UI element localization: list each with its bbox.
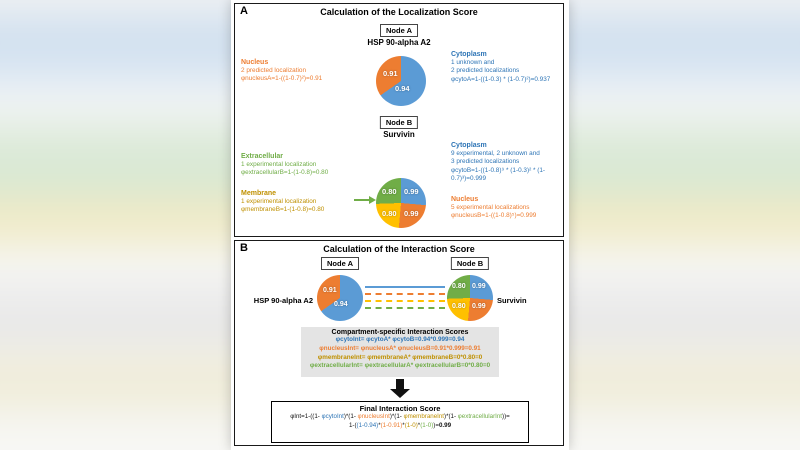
node-b-box: Node B bbox=[450, 257, 490, 270]
score-line-cyto: φcytoInt= φcytoA* φcytoB=0.94*0.999=0.94 bbox=[335, 336, 465, 343]
panel-b-title: Calculation of the Interaction Score bbox=[323, 244, 475, 254]
node-a-box: Node A bbox=[380, 24, 418, 37]
pie-value-nucleus-b: 0.99 bbox=[472, 303, 486, 310]
block-heading: Cytoplasm bbox=[451, 142, 487, 149]
arrow-to-node-b-pie-icon bbox=[354, 196, 376, 204]
formula-part: φnucleusInt bbox=[357, 413, 390, 420]
block-heading: Extracellular bbox=[241, 153, 284, 160]
formula-part: )= bbox=[433, 421, 439, 429]
pie-value-extracellular-b: 0.80 bbox=[382, 187, 397, 196]
node-a-pie-chart: 0.91 0.94 bbox=[376, 56, 426, 106]
formula-part: (1-0.94) bbox=[356, 421, 379, 429]
left-protein-label: HSP 90-alpha A2 bbox=[253, 296, 313, 305]
arrow-head bbox=[390, 389, 410, 398]
formula-part: * bbox=[417, 421, 421, 429]
pie-value-cyto-b: 0.99 bbox=[404, 187, 419, 196]
panel-a: A Calculation of the Localization Score … bbox=[234, 3, 564, 237]
block-formula: φextracellularB=1-(1-0.8)=0.80 bbox=[241, 169, 329, 177]
node-b-pie-chart: 0.80 0.99 0.80 0.99 bbox=[447, 275, 493, 321]
formula-part: )*(1- bbox=[343, 413, 358, 420]
block-line: 1 experimental localization bbox=[241, 198, 317, 206]
node-a-pie-chart: 0.91 0.94 bbox=[317, 275, 363, 321]
block-heading: Nucleus bbox=[451, 196, 479, 203]
formula-part: )*(1- bbox=[389, 413, 404, 420]
final-score-box: Final Interaction Score φInt=1-((1- φcyt… bbox=[271, 401, 529, 443]
formula-part: (1-0) bbox=[404, 421, 418, 429]
pie-value-membrane-b: 0.80 bbox=[452, 303, 466, 310]
block-heading: Nucleus bbox=[241, 59, 269, 66]
block-heading: Membrane bbox=[241, 190, 277, 197]
node-b-box: Node B bbox=[379, 116, 419, 129]
block-formula: φnucleusB=1-((1-0.8)⁵)=0.999 bbox=[451, 212, 537, 220]
interaction-line-membrane bbox=[365, 300, 445, 302]
pie-value-membrane-b: 0.80 bbox=[382, 209, 397, 218]
node-a-box: Node A bbox=[321, 257, 359, 270]
localization-block-membrane-b: Membrane 1 experimental localization φme… bbox=[241, 189, 373, 215]
block-line: 3 predicted localizations bbox=[451, 158, 520, 166]
right-protein-label: Survivin bbox=[497, 296, 527, 305]
node-a-protein: HSP 90-alpha A2 bbox=[367, 38, 431, 47]
formula-part: 1-( bbox=[348, 421, 357, 429]
block-line: 9 experimental, 2 unknown and bbox=[451, 150, 540, 158]
compartment-scores-box: Compartment-specific Interaction Scores … bbox=[301, 327, 499, 377]
block-line: 1 unknown and bbox=[451, 59, 495, 67]
block-formula: φnucleusA=1-((1-0.7)²)=0.91 bbox=[241, 75, 323, 83]
localization-block-nucleus-a: Nucleus 2 predicted localization φnucleu… bbox=[241, 58, 373, 84]
panel-a-title: Calculation of the Localization Score bbox=[320, 7, 478, 17]
score-line-extracellular: φextracellularInt= φextracellularA* φext… bbox=[309, 362, 491, 370]
formula-part: (1-0.91) bbox=[380, 421, 403, 429]
formula-part: * bbox=[378, 421, 381, 429]
pie-value-cyto-b: 0.99 bbox=[472, 283, 486, 290]
formula-part: )*(1- bbox=[444, 413, 458, 420]
formula-part: ))= bbox=[502, 413, 510, 420]
formula-part: φmembraneInt bbox=[403, 413, 445, 420]
node-b-protein: Survivin bbox=[383, 130, 415, 139]
interaction-line-cytoplasm bbox=[365, 286, 445, 288]
final-formula-line-1: φInt=1-((1- φcytoInt)*(1- φnucleusInt)*(… bbox=[272, 413, 528, 422]
formula-part: φcytoInt bbox=[321, 413, 344, 420]
pie-value-extracellular-b: 0.80 bbox=[452, 283, 466, 290]
formula-part: φInt=1-((1- bbox=[290, 413, 322, 420]
score-line-membrane: φmembraneInt= φmembraneA* φmembraneB=0*0… bbox=[317, 353, 483, 361]
final-score-title: Final Interaction Score bbox=[359, 404, 441, 413]
pie-value-nucleus-a: 0.91 bbox=[383, 69, 398, 78]
final-formula-line-2: 1-((1-0.94)*(1-0.91)*(1-0)*(1-0))=0.99 bbox=[272, 422, 528, 431]
arrow-head bbox=[369, 196, 376, 204]
formula-part: 0.99 bbox=[438, 421, 452, 429]
node-b-pie-chart: 0.80 0.99 0.80 0.99 bbox=[376, 178, 426, 228]
compartment-scores-title: Compartment-specific Interaction Scores bbox=[331, 329, 469, 336]
formula-part: φextracellularInt bbox=[457, 413, 503, 420]
block-formula: φcytoB=1-((1-0.8)⁹ * (1-0.3)² * (1-0.7)³… bbox=[451, 166, 546, 183]
localization-block-nucleus-b: Nucleus 5 experimental localizations φnu… bbox=[451, 195, 563, 221]
localization-block-extracellular-b: Extracellular 1 experimental localizatio… bbox=[241, 152, 373, 178]
pie-value-cyto-a: 0.94 bbox=[334, 301, 348, 308]
arrow-line bbox=[354, 199, 370, 201]
arrow-stem bbox=[396, 379, 404, 389]
interaction-line-nucleus bbox=[365, 293, 445, 295]
block-line: 2 predicted localizations bbox=[451, 67, 520, 75]
interaction-line-extracellular bbox=[365, 307, 445, 309]
panel-b-label: B bbox=[240, 242, 248, 254]
score-line-nucleus: φnucleusInt= φnucleusA* φnucleusB=0.91*0… bbox=[319, 344, 481, 352]
block-line: 5 experimental localizations bbox=[451, 204, 530, 212]
block-formula: φmembraneB=1-(1-0.8)=0.80 bbox=[241, 206, 325, 214]
panel-a-label: A bbox=[240, 5, 248, 17]
pie-value-cyto-a: 0.94 bbox=[395, 84, 410, 93]
block-formula: φcytoA=1-((1-0.3) * (1-0.7)²)=0.937 bbox=[451, 75, 551, 83]
block-heading: Cytoplasm bbox=[451, 51, 487, 58]
pie-value-nucleus-a: 0.91 bbox=[323, 287, 337, 294]
block-line: 1 experimental localization bbox=[241, 161, 317, 169]
formula-part: (1-0) bbox=[420, 421, 434, 429]
down-arrow-icon bbox=[390, 379, 410, 398]
block-line: 2 predicted localization bbox=[241, 67, 307, 75]
localization-block-cytoplasm-b: Cytoplasm 9 experimental, 2 unknown and … bbox=[451, 141, 563, 183]
pie-value-nucleus-b: 0.99 bbox=[404, 209, 419, 218]
localization-block-cytoplasm-a: Cytoplasm 1 unknown and 2 predicted loca… bbox=[451, 50, 563, 84]
formula-part: * bbox=[402, 421, 405, 429]
panel-b: B Calculation of the Interaction Score N… bbox=[234, 240, 564, 446]
figure-page: A Calculation of the Localization Score … bbox=[231, 0, 569, 450]
